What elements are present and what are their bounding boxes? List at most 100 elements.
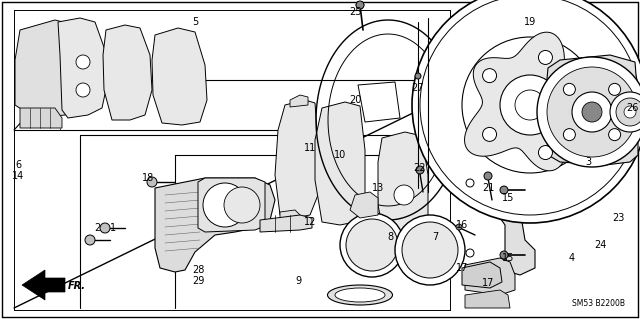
Circle shape — [466, 179, 474, 187]
Circle shape — [582, 102, 602, 122]
Text: 1: 1 — [110, 223, 116, 233]
Polygon shape — [103, 25, 152, 120]
Polygon shape — [280, 210, 300, 225]
Circle shape — [500, 186, 508, 194]
Text: 9: 9 — [295, 276, 301, 286]
Ellipse shape — [335, 288, 385, 302]
Circle shape — [500, 75, 560, 135]
Polygon shape — [15, 20, 90, 118]
Polygon shape — [462, 262, 502, 288]
Text: 20: 20 — [349, 95, 361, 105]
Text: 13: 13 — [372, 183, 384, 193]
Text: 19: 19 — [524, 17, 536, 27]
Circle shape — [515, 90, 545, 120]
Polygon shape — [378, 132, 428, 242]
Text: 7: 7 — [432, 232, 438, 242]
Ellipse shape — [328, 285, 392, 305]
Text: 17: 17 — [456, 263, 468, 273]
Circle shape — [203, 183, 247, 227]
Circle shape — [85, 235, 95, 245]
Polygon shape — [260, 215, 312, 232]
Circle shape — [456, 224, 462, 230]
Text: 6: 6 — [15, 160, 21, 170]
Text: 29: 29 — [192, 276, 204, 286]
Circle shape — [412, 0, 640, 223]
Text: 14: 14 — [12, 171, 24, 181]
Polygon shape — [20, 108, 62, 128]
Text: 27: 27 — [412, 83, 424, 93]
Text: 8: 8 — [387, 232, 393, 242]
Polygon shape — [275, 100, 318, 218]
Circle shape — [563, 129, 575, 141]
Text: 4: 4 — [569, 253, 575, 263]
Circle shape — [515, 90, 545, 120]
Text: 2: 2 — [94, 223, 100, 233]
Text: 5: 5 — [192, 17, 198, 27]
Circle shape — [624, 106, 636, 118]
Circle shape — [538, 50, 552, 64]
Circle shape — [394, 185, 414, 205]
Circle shape — [356, 1, 364, 9]
Polygon shape — [465, 32, 602, 171]
Circle shape — [483, 69, 497, 83]
Polygon shape — [198, 178, 265, 232]
Circle shape — [462, 37, 598, 173]
Polygon shape — [22, 270, 65, 300]
Polygon shape — [462, 162, 535, 275]
Circle shape — [416, 166, 424, 174]
Circle shape — [147, 177, 157, 187]
Polygon shape — [350, 192, 378, 218]
Circle shape — [420, 0, 640, 215]
Circle shape — [415, 73, 421, 79]
Circle shape — [346, 219, 398, 271]
Text: 11: 11 — [304, 143, 316, 153]
Circle shape — [100, 223, 110, 233]
Text: 3: 3 — [585, 157, 591, 167]
Circle shape — [224, 187, 260, 223]
Circle shape — [76, 55, 90, 69]
Polygon shape — [545, 55, 638, 165]
Text: 10: 10 — [334, 150, 346, 160]
Circle shape — [609, 83, 621, 95]
Circle shape — [573, 98, 587, 112]
Text: 17: 17 — [482, 278, 494, 288]
Circle shape — [609, 129, 621, 141]
Circle shape — [395, 215, 465, 285]
Polygon shape — [358, 82, 400, 122]
Text: 24: 24 — [594, 240, 606, 250]
Circle shape — [538, 145, 552, 160]
Circle shape — [500, 251, 508, 259]
Text: 28: 28 — [192, 265, 204, 275]
Polygon shape — [465, 290, 510, 308]
Circle shape — [616, 98, 640, 126]
Circle shape — [483, 127, 497, 141]
Text: 12: 12 — [304, 217, 316, 227]
Circle shape — [547, 67, 637, 157]
Circle shape — [466, 249, 474, 257]
Text: FR.: FR. — [68, 281, 86, 291]
Circle shape — [402, 222, 458, 278]
Text: 26: 26 — [626, 103, 638, 113]
Polygon shape — [152, 28, 207, 125]
Text: 18: 18 — [142, 173, 154, 183]
Circle shape — [340, 213, 404, 277]
Polygon shape — [58, 18, 108, 118]
Polygon shape — [465, 258, 515, 295]
Text: 21: 21 — [482, 183, 494, 193]
Text: 15: 15 — [502, 253, 514, 263]
Text: 16: 16 — [456, 220, 468, 230]
Circle shape — [500, 75, 560, 135]
Circle shape — [484, 172, 492, 180]
Circle shape — [537, 57, 640, 167]
Polygon shape — [155, 178, 275, 272]
Circle shape — [610, 92, 640, 132]
Text: 15: 15 — [502, 193, 514, 203]
Text: 22: 22 — [413, 163, 426, 173]
Polygon shape — [315, 102, 365, 225]
Circle shape — [563, 83, 575, 95]
Circle shape — [76, 83, 90, 97]
Circle shape — [572, 92, 612, 132]
Polygon shape — [290, 95, 308, 107]
Text: 23: 23 — [612, 213, 624, 223]
Text: 25: 25 — [349, 7, 361, 17]
